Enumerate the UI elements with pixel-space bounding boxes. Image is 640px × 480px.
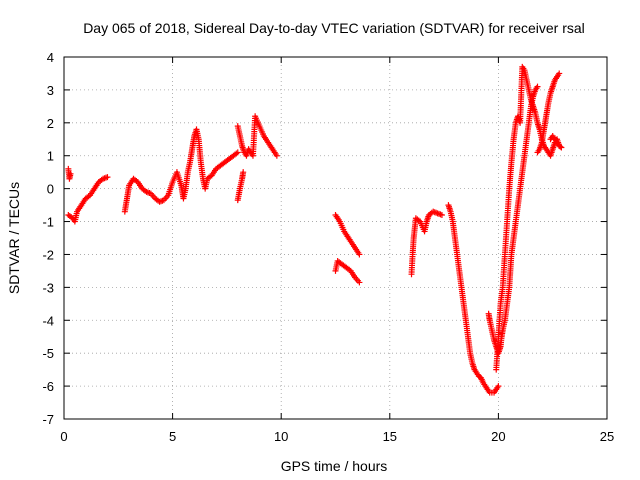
data-point xyxy=(240,169,247,176)
data-point xyxy=(273,152,280,159)
data-point xyxy=(356,251,363,258)
data-point xyxy=(234,149,241,156)
x-tick-label: 10 xyxy=(274,429,288,444)
y-tick-label: 4 xyxy=(47,50,54,65)
y-tick-label: -3 xyxy=(42,280,54,295)
y-tick-label: -1 xyxy=(42,215,54,230)
data-point xyxy=(104,174,111,181)
y-tick-label: 2 xyxy=(47,116,54,131)
y-tick-label: 1 xyxy=(47,149,54,164)
data-point xyxy=(67,170,74,177)
x-tick-label: 0 xyxy=(60,429,67,444)
data-point xyxy=(495,383,502,390)
y-tick-label: 3 xyxy=(47,83,54,98)
data-point xyxy=(556,70,563,77)
x-tick-label: 25 xyxy=(600,429,614,444)
plot-frame xyxy=(63,56,608,420)
y-tick-label: -5 xyxy=(42,346,54,361)
y-tick-label: -7 xyxy=(42,412,54,427)
y-axis-label: SDTVAR / TECUs xyxy=(6,182,22,294)
data-point xyxy=(558,144,565,151)
data-point xyxy=(557,143,564,150)
data-point xyxy=(534,83,541,90)
grid-lines xyxy=(64,57,607,419)
y-tick-label: -4 xyxy=(42,313,54,328)
x-tick-label: 15 xyxy=(383,429,397,444)
y-tick-label: -2 xyxy=(42,247,54,262)
axis-ticks: 0 5 10 15 20 25 -7 -6 -5 -4 -3 -2 -1 0 1 2 3 4 xyxy=(42,50,614,444)
x-axis-label: GPS time / hours xyxy=(281,458,388,474)
x-tick-label: 5 xyxy=(169,429,176,444)
data-markers xyxy=(65,63,565,396)
data-point xyxy=(356,279,363,286)
x-tick-label: 20 xyxy=(491,429,505,444)
data-point xyxy=(438,211,445,218)
chart-title: Day 065 of 2018, Sidereal Day-to-day VTE… xyxy=(83,20,585,36)
y-tick-label: 0 xyxy=(47,182,54,197)
y-tick-label: -6 xyxy=(42,379,54,394)
